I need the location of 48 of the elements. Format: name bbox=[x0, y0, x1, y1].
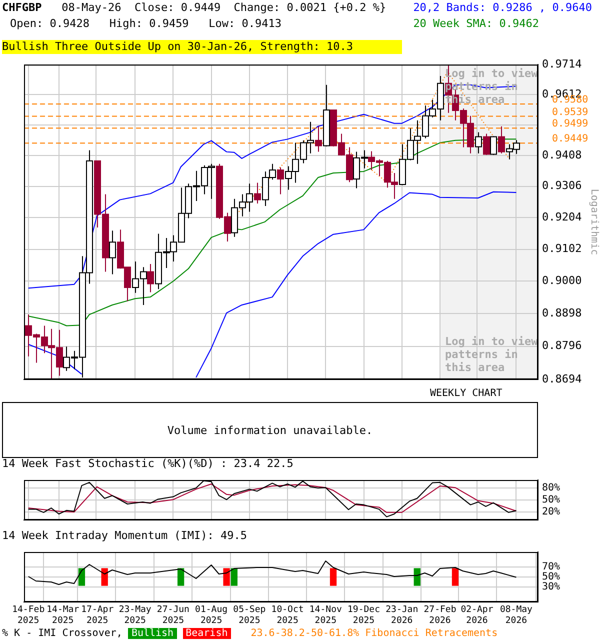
y-tick-label: 80% bbox=[542, 482, 560, 494]
x-tick-label: 27-Jun 2025 bbox=[156, 604, 190, 626]
y-tick-label: 0.9204 bbox=[542, 210, 582, 224]
text: WEEKLY CHART bbox=[430, 388, 502, 399]
ref-line-label: 0.9539 bbox=[552, 106, 588, 118]
text: Bullish bbox=[128, 628, 177, 639]
text: Bullish Three Outside Up on 30-Jan-26, Strength: 10.3 bbox=[2, 40, 402, 54]
legend-title: % K - IMI Crossover, bbox=[2, 628, 124, 639]
x-tick-label: 19-Dec 2025 bbox=[348, 604, 380, 626]
y-tick-label: 0.8694 bbox=[542, 372, 582, 386]
x-tick-label: 23-May 2025 bbox=[118, 604, 152, 626]
y-tick-label: 0.9000 bbox=[542, 274, 582, 288]
y-tick-label: 0.9102 bbox=[542, 242, 582, 256]
y-tick-label: 70% bbox=[542, 562, 560, 573]
text: 23.6-38.2-50-61.8% Fibonacci Retracements bbox=[250, 628, 498, 639]
x-tick-label: 08-May 2026 bbox=[500, 604, 534, 626]
x-tick-label: 14-Feb 2025 bbox=[12, 604, 45, 626]
y-tick-label: 20% bbox=[542, 506, 560, 518]
x-tick-label: 27-Feb 2026 bbox=[424, 604, 456, 626]
chart-title: 14 Week Fast Stochastic (%K)(%D) : 23.4 22.5 bbox=[1, 457, 294, 470]
y-axis-title: Logarithmic bbox=[588, 188, 600, 256]
y-tick-label: 0.9714 bbox=[542, 57, 582, 70]
x-tick-label: 02-Apr 2026 bbox=[460, 604, 494, 626]
text: 20,2 Bands: 0.9286 , 0.9640 bbox=[413, 0, 592, 16]
y-tick-label: 0.9306 bbox=[542, 179, 582, 192]
x-tick-label: 14-Mar 2025 bbox=[46, 604, 80, 626]
annotation: Log in to view patterns in this area bbox=[444, 334, 538, 374]
text: 20 Week SMA: 0.9462 bbox=[413, 16, 540, 32]
y-tick-label: 0.9408 bbox=[542, 148, 582, 162]
x-tick-label: 01-Aug 2025 bbox=[195, 604, 228, 626]
x-tick-label: 05-Sep 2025 bbox=[233, 604, 266, 626]
chart-title: 14 Week Intraday Momentum (IMI): 49.5 bbox=[1, 529, 248, 542]
chart-title: CHFGBP bbox=[2, 1, 42, 14]
y-tick-label: 50% bbox=[542, 572, 560, 583]
y-tick-label: 50% bbox=[542, 494, 560, 506]
x-tick-label: 14-Nov 2025 bbox=[309, 604, 342, 626]
x-tick-label: 17-Apr 2025 bbox=[81, 604, 114, 626]
x-tick-label: 10-Oct 2025 bbox=[271, 604, 304, 626]
text: Open: 0.9428 High: 0.9459 Low: 0.9413 bbox=[9, 16, 283, 32]
y-tick-label: 0.8796 bbox=[542, 339, 582, 352]
ref-line-label: 0.9499 bbox=[552, 118, 588, 130]
ref-line-label: 0.9449 bbox=[552, 134, 588, 145]
y-tick-label: 0.8898 bbox=[542, 306, 582, 320]
text: Bearish bbox=[182, 628, 231, 639]
text: Volume information unavailable. bbox=[167, 424, 373, 436]
chart-subtitle: 08-May-26 Close: 0.9449 Change: 0.0021 {+0.2 %} bbox=[62, 1, 386, 14]
y-tick-label: 30% bbox=[542, 582, 560, 593]
x-tick-label: 23-Jan 2026 bbox=[386, 604, 418, 626]
